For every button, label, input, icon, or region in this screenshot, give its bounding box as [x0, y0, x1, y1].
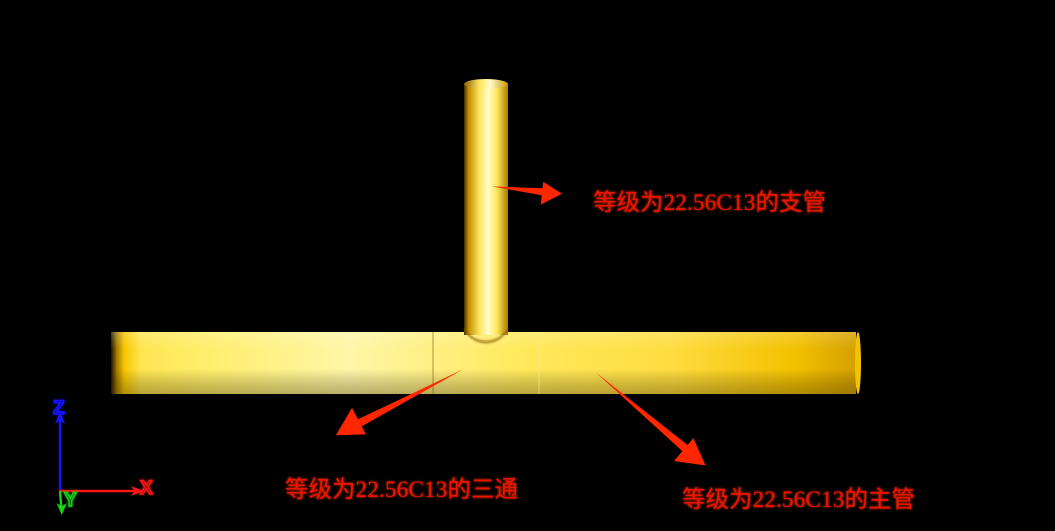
svg-text:Z: Z [53, 398, 65, 419]
svg-text:X: X [140, 478, 153, 499]
svg-text:Y: Y [64, 490, 77, 511]
